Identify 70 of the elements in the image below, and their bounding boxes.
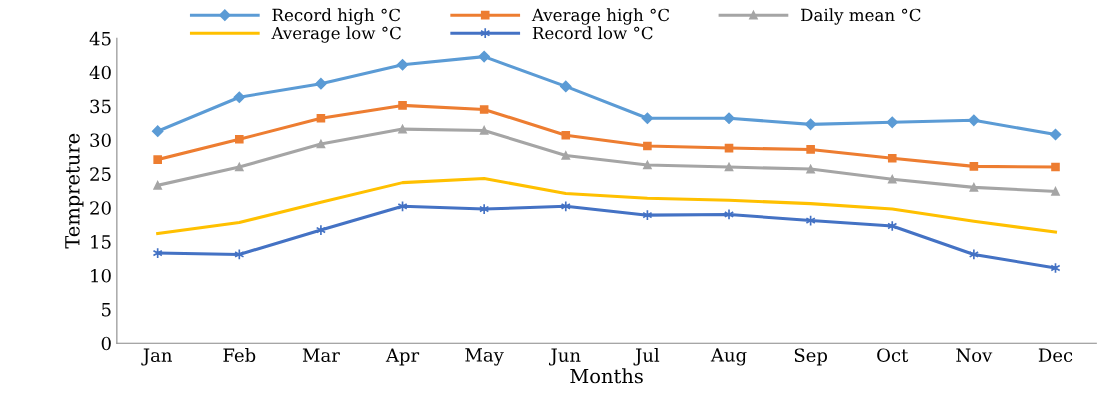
point <box>1051 162 1060 172</box>
y-tick-label: 45 <box>89 31 111 46</box>
x-axis-title: Months <box>570 368 643 384</box>
point <box>969 162 979 171</box>
point <box>560 80 572 93</box>
point <box>396 58 409 71</box>
point <box>234 134 244 144</box>
point <box>969 183 979 192</box>
x-tick-label: Aug <box>710 348 747 366</box>
point <box>478 50 490 63</box>
point <box>561 151 571 160</box>
legend-label: Daily mean °C <box>801 8 921 25</box>
point <box>479 126 489 135</box>
point <box>479 105 489 114</box>
point <box>887 153 897 163</box>
legend-label: Record low °C <box>532 26 653 40</box>
y-axis-title: Tempreture <box>65 133 84 249</box>
point <box>643 160 652 170</box>
point <box>560 200 571 213</box>
legend-label: Average low °C <box>271 26 401 43</box>
point <box>316 113 326 123</box>
line-series <box>156 177 1058 235</box>
x-tick-label: Dec <box>1038 348 1073 363</box>
point <box>968 114 980 127</box>
legend-label: Average high °C <box>531 8 670 25</box>
x-tick-label: Jan <box>141 348 172 366</box>
point <box>151 125 164 137</box>
point <box>724 162 734 172</box>
point <box>804 118 817 131</box>
point <box>316 139 326 149</box>
x-tick-label: Nov <box>956 348 993 363</box>
y-tick-label: 30 <box>90 133 111 148</box>
point <box>398 101 407 110</box>
x-tick-label: Feb <box>223 348 256 363</box>
x-tick-label: May <box>465 348 504 366</box>
point <box>887 174 897 184</box>
x-tick-label: Jun <box>549 348 581 366</box>
x-tick-label: Mar <box>302 348 340 363</box>
point <box>886 116 899 129</box>
point <box>806 145 815 154</box>
point <box>153 155 162 164</box>
point <box>315 224 326 236</box>
y-tick-label: 15 <box>91 235 111 249</box>
point <box>887 220 898 232</box>
x-tick-label: Oct <box>877 348 909 363</box>
point <box>723 112 735 125</box>
point <box>1051 187 1060 196</box>
point <box>234 162 244 172</box>
x-tick-label: Jul <box>633 348 660 366</box>
y-tick-label: 10 <box>91 268 111 283</box>
point <box>233 91 246 104</box>
point <box>643 141 652 151</box>
point <box>1049 128 1062 141</box>
point <box>398 124 407 134</box>
y-tick-label: 40 <box>89 65 111 80</box>
point <box>153 181 162 190</box>
point <box>724 143 734 153</box>
y-tick-label: 5 <box>102 303 111 317</box>
point <box>152 247 163 259</box>
y-tick-label: 0 <box>101 336 111 351</box>
point <box>806 164 815 174</box>
y-tick-label: 20 <box>90 201 111 215</box>
point <box>315 77 327 90</box>
x-tick-label: Apr <box>385 348 420 366</box>
point <box>561 130 571 140</box>
point <box>641 112 654 125</box>
legend-label: Record high °C <box>272 8 401 25</box>
x-tick-label: Sep <box>794 348 828 366</box>
y-tick-label: 35 <box>90 99 111 114</box>
y-tick-label: 25 <box>90 167 111 181</box>
